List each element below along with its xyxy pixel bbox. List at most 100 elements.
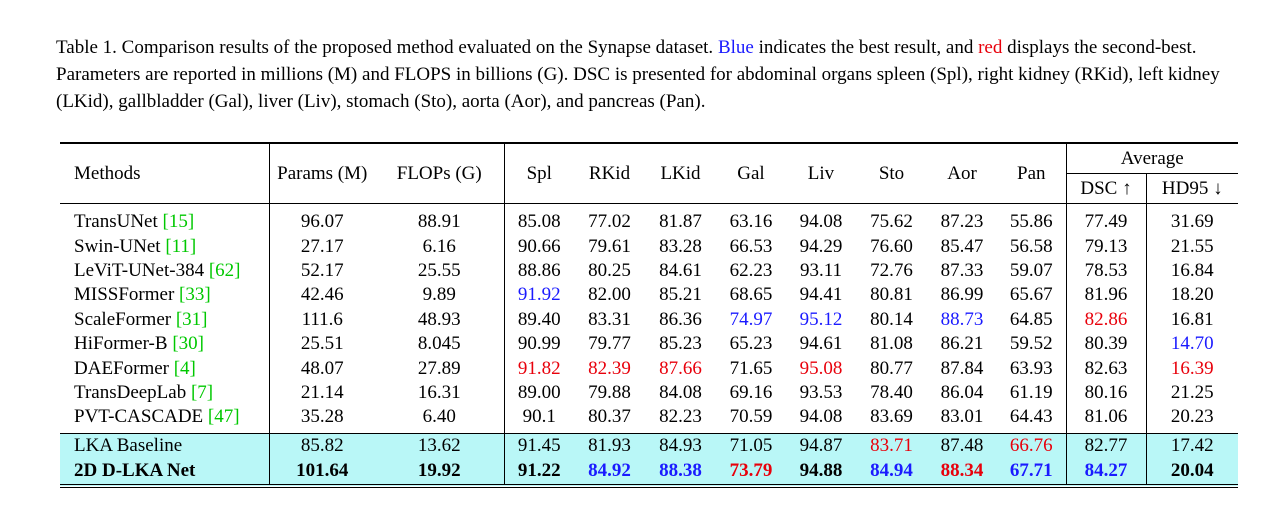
metric-cell: 85.08 [517,211,561,233]
metric-cell: 95.12 [799,308,843,330]
metric-cell: 90.99 [517,333,561,355]
metric-cell: 16.84 [1170,259,1214,281]
header-dsc: DSC ↑ [1066,173,1147,204]
metric-cell: 20.04 [1146,458,1238,488]
metric-cell: 69.16 [729,381,773,403]
citation-link[interactable]: [7] [190,381,214,403]
citation-link[interactable]: [62] [208,259,241,281]
method-name: TransUNet [15] [74,211,195,233]
metric-cell: 94.61 [799,333,843,355]
citation-link[interactable]: [31] [175,308,208,330]
header-params: Params (M) [268,142,375,204]
metric-cell: 16.81 [1170,308,1214,330]
metric-cell: 21.14 [268,380,375,406]
table-row-ours: 2D D-LKA Net 101.64 19.92 91.22 84.92 88.38 73… [60,458,1238,488]
citation-link[interactable]: [4] [173,357,196,379]
metric-cell: 84.61 [659,259,702,281]
metric-cell: 89.40 [517,308,561,330]
caption-prefix: Table 1. Comparison results of the propo… [56,37,718,58]
table-row-ours: LKA Baseline 85.82 13.62 91.45 81.93 84.93 71.… [60,432,1238,459]
citation-link[interactable]: [33] [179,284,211,306]
metric-cell: 48.93 [375,307,505,332]
metric-cell: 77.02 [588,211,631,233]
metric-cell: 91.92 [517,284,561,306]
table-row: TransDeepLab [7] 21.14 16.31 89.00 79.88 84.0… [60,380,1238,406]
method-name: PVT-CASCADE [47] [74,406,240,428]
metric-cell: 55.86 [997,203,1067,235]
metric-cell: 93.11 [799,259,843,281]
header-methods: Methods [60,142,269,204]
metric-cell: 94.87 [786,432,856,459]
results-table: Methods Params (M) FLOPs (G) Spl RKid LK… [60,142,1238,488]
metric-cell: 88.91 [375,203,505,235]
citation-link[interactable]: [11] [165,235,197,257]
metric-cell: 13.62 [375,432,505,459]
header-organ: LKid [645,142,716,204]
table-row: LeViT-UNet-384 [62] 52.17 25.55 88.86 80.25 8… [60,258,1238,284]
metric-cell: 19.92 [375,458,505,488]
metric-cell: 77.49 [1066,203,1147,235]
metric-cell: 74.97 [729,308,773,330]
metric-cell: 84.92 [574,458,645,488]
metric-cell: 80.14 [870,308,913,330]
metric-cell: 87.48 [927,432,997,459]
metric-cell: 20.23 [1170,406,1214,428]
metric-cell: 70.59 [729,406,773,428]
metric-cell: 83.71 [856,432,927,459]
metric-cell: 65.23 [729,333,773,355]
metric-cell: 35.28 [268,405,375,434]
method-name: LKA Baseline [60,432,269,459]
metric-cell: 87.33 [940,259,984,281]
metric-cell: 83.28 [659,235,702,257]
metric-cell: 66.76 [997,432,1067,459]
metric-cell: 25.55 [375,258,505,284]
metric-cell: 81.93 [574,432,645,459]
caption-mid: indicates the best result, and [753,37,979,58]
metric-cell: 25.51 [268,331,375,357]
metric-cell: 87.23 [940,211,984,233]
citation-link[interactable]: [30] [172,333,204,355]
table-row: DAEFormer [4] 48.07 27.89 91.82 82.39 87.66 71… [60,356,1238,381]
header-flops: FLOPs (G) [375,142,505,204]
metric-cell: 66.53 [729,235,773,257]
citation-link[interactable]: [15] [162,211,195,233]
caption-red-word: red [978,37,1003,58]
metric-cell: 82.86 [1066,307,1147,332]
metric-cell: 63.16 [729,211,773,233]
metric-cell: 17.42 [1146,432,1238,459]
table-row: MISSFormer [33] 42.46 9.89 91.92 82.00 85.21 6… [60,283,1238,308]
metric-cell: 82.63 [1066,356,1147,381]
method-name: LeViT-UNet-384 [62] [74,259,241,281]
metric-cell: 94.08 [799,211,843,233]
metric-cell: 101.64 [268,458,375,488]
metric-cell: 89.00 [517,381,561,403]
metric-cell: 79.77 [588,333,631,355]
metric-cell: 64.43 [997,405,1067,434]
metric-cell: 81.87 [659,211,702,233]
metric-cell: 83.01 [940,406,984,428]
metric-cell: 88.73 [940,308,984,330]
metric-cell: 65.67 [997,283,1067,308]
metric-cell: 94.08 [799,406,843,428]
metric-cell: 94.88 [786,458,856,488]
metric-cell: 81.96 [1066,283,1147,308]
metric-cell: 31.69 [1170,211,1214,233]
table-caption: Table 1. Comparison results of the propo… [56,34,1252,115]
method-name: Swin-UNet [11] [74,235,197,257]
metric-cell: 76.60 [870,235,913,257]
metric-cell: 18.20 [1170,284,1214,306]
header-organ: Liv [786,142,856,204]
metric-cell: 78.40 [870,381,913,403]
metric-cell: 86.04 [940,381,984,403]
method-name: ScaleFormer [31] [74,308,208,330]
header-average: Average [1066,142,1238,174]
metric-cell: 84.27 [1066,458,1147,488]
header-organ: Sto [856,142,927,204]
metric-cell: 75.62 [870,211,913,233]
metric-cell: 90.1 [522,406,556,428]
metric-cell: 68.65 [729,284,773,306]
citation-link[interactable]: [47] [207,406,240,428]
metric-cell: 82.39 [588,357,631,379]
metric-cell: 6.40 [375,405,505,434]
metric-cell: 79.88 [588,381,631,403]
